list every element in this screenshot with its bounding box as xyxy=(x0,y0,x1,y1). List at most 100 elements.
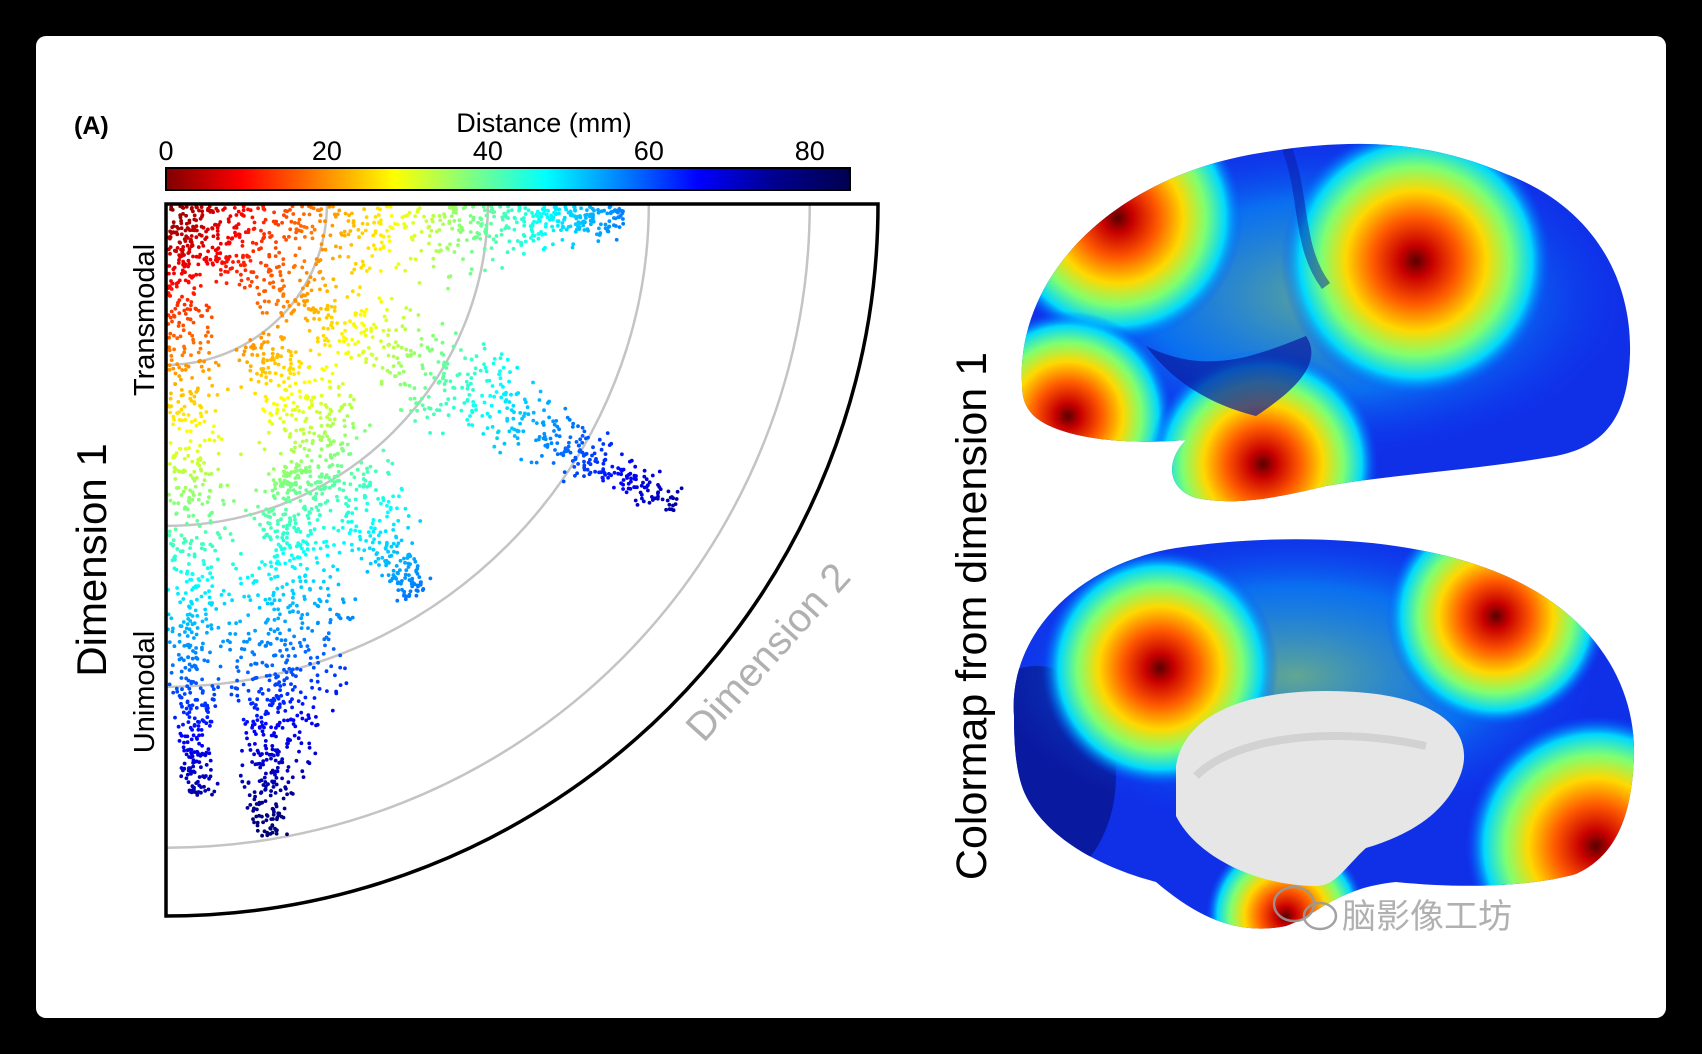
scatter-point xyxy=(399,364,404,368)
scatter-point xyxy=(442,388,447,393)
scatter-point xyxy=(187,495,192,500)
scatter-point xyxy=(262,409,267,413)
scatter-point xyxy=(296,541,301,546)
scatter-point xyxy=(317,434,321,438)
scatter-point xyxy=(177,639,182,644)
scatter-point xyxy=(501,365,506,370)
scatter-point xyxy=(190,376,195,380)
scatter-point xyxy=(525,405,530,410)
scatter-point xyxy=(226,270,230,274)
scatter-point xyxy=(285,676,289,680)
scatter-point xyxy=(180,704,184,709)
scatter-point xyxy=(296,527,301,531)
scatter-point xyxy=(420,366,425,371)
scatter-point xyxy=(192,723,197,727)
scatter-point xyxy=(281,524,286,529)
scatter-point xyxy=(557,434,562,439)
scatter-point xyxy=(262,232,266,236)
scatter-point xyxy=(273,246,278,250)
scatter-point xyxy=(532,219,536,224)
scatter-point xyxy=(192,394,197,399)
scatter-point xyxy=(284,465,289,470)
scatter-point xyxy=(189,755,193,760)
scatter-point xyxy=(512,410,516,415)
scatter-point xyxy=(171,538,176,543)
colorbar-tick-label: 60 xyxy=(634,136,664,166)
scatter-point xyxy=(360,221,365,226)
scatter-point xyxy=(483,227,488,232)
scatter-point xyxy=(344,514,348,519)
scatter-point xyxy=(391,573,396,577)
scatter-point xyxy=(423,386,428,390)
scatter-point xyxy=(304,225,309,230)
scatter-point xyxy=(387,561,391,565)
scatter-point xyxy=(524,400,528,405)
scatter-point xyxy=(176,591,180,596)
scatter-point xyxy=(474,408,478,412)
scatter-point xyxy=(500,215,505,220)
scatter-point xyxy=(395,222,400,227)
scatter-point xyxy=(173,306,178,311)
scatter-point xyxy=(366,246,371,251)
scatter-point xyxy=(257,292,261,297)
scatter-point xyxy=(242,639,246,644)
scatter-point xyxy=(451,210,456,215)
scatter-point xyxy=(465,418,470,422)
scatter-point xyxy=(175,586,180,590)
scatter-point xyxy=(308,469,312,474)
scatter-point xyxy=(182,308,187,313)
scatter-point xyxy=(273,791,278,795)
scatter-point xyxy=(285,491,290,495)
scatter-point xyxy=(603,457,608,462)
scatter-point xyxy=(351,425,356,430)
scatter-point xyxy=(408,589,413,594)
scatter-point xyxy=(168,245,173,250)
scatter-point xyxy=(181,722,185,727)
scatter-point xyxy=(603,226,608,231)
scatter-point xyxy=(386,510,390,515)
scatter-point xyxy=(585,467,590,472)
scatter-point xyxy=(491,361,496,366)
scatter-point xyxy=(521,429,526,434)
scatter-point xyxy=(305,283,310,288)
scatter-point xyxy=(326,631,331,636)
scatter-point xyxy=(531,410,536,415)
scatter-point xyxy=(177,632,182,637)
scatter-point xyxy=(337,479,342,483)
scatter-point xyxy=(331,421,335,426)
scatter-point xyxy=(197,733,202,738)
scatter-point xyxy=(298,427,303,432)
scatter-point xyxy=(317,474,322,479)
scatter-point xyxy=(273,361,277,366)
scatter-point xyxy=(273,529,278,534)
scatter-point xyxy=(257,725,262,730)
scatter-point xyxy=(199,414,204,419)
scatter-point xyxy=(451,405,456,410)
scatter-point xyxy=(234,621,239,626)
scatter-point xyxy=(294,758,299,763)
scatter-point xyxy=(559,228,563,233)
scatter-point xyxy=(404,568,409,573)
scatter-point xyxy=(307,430,312,435)
scatter-point xyxy=(340,525,345,530)
scatter-point xyxy=(291,646,296,651)
scatter-point xyxy=(271,770,276,774)
scatter-point xyxy=(171,690,176,695)
scatter-point xyxy=(261,220,266,225)
scatter-point xyxy=(316,508,321,513)
scatter-point xyxy=(391,528,396,532)
scatter-point xyxy=(350,615,355,620)
scatter-point xyxy=(206,747,211,752)
scatter-point xyxy=(450,226,455,231)
scatter-point xyxy=(233,230,237,235)
scatter-point xyxy=(323,643,327,648)
scatter-point xyxy=(216,677,221,681)
scatter-point xyxy=(228,214,233,219)
scatter-point xyxy=(316,310,321,315)
scatter-point xyxy=(307,465,312,469)
scatter-point xyxy=(186,364,191,369)
scatter-point xyxy=(276,710,280,714)
scatter-point xyxy=(208,571,213,576)
scatter-point xyxy=(463,356,467,361)
scatter-point xyxy=(591,212,595,217)
